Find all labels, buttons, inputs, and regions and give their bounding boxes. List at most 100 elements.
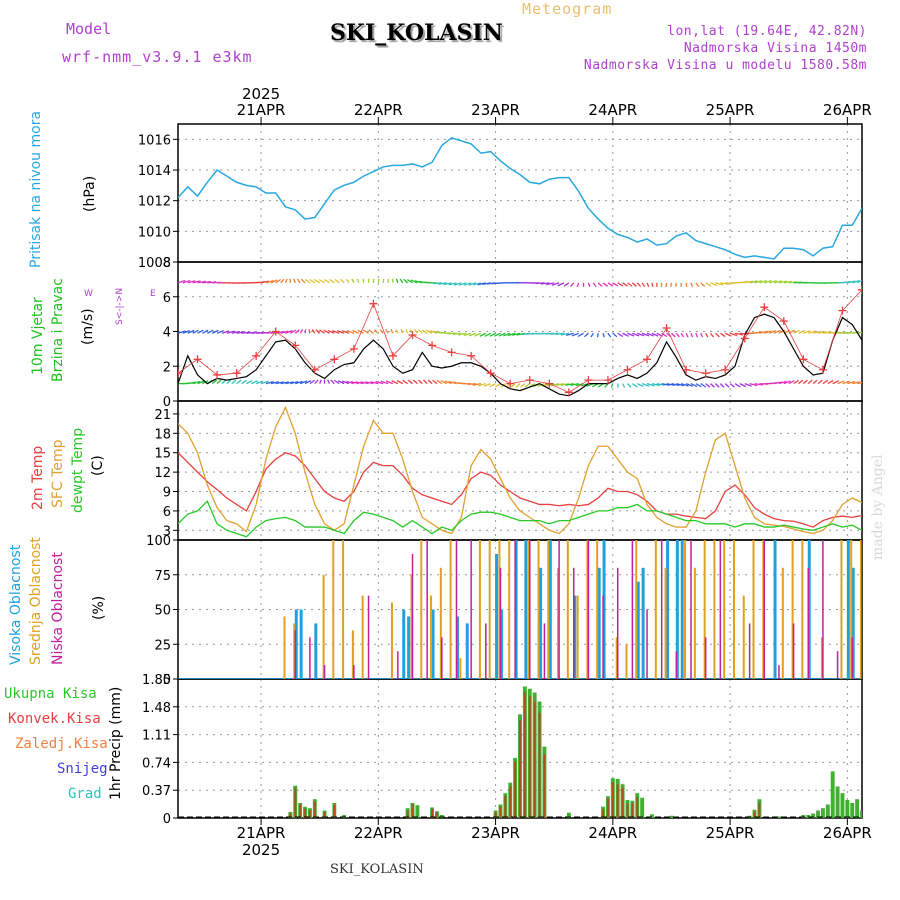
precip-snow-label: Snijeg	[57, 761, 108, 777]
wind-barb	[270, 279, 278, 284]
bottom-day-label: 23APR	[471, 824, 520, 842]
wind-barb	[545, 282, 555, 286]
wind-barb	[251, 380, 258, 385]
precip-conv-bar	[406, 810, 409, 818]
wind-barb	[299, 380, 308, 385]
wind-barb	[641, 332, 650, 337]
wind-barb	[560, 332, 569, 336]
temp-dew-line	[178, 500, 862, 538]
precip-conv-bar	[304, 808, 307, 818]
cloud-mid-bar	[654, 540, 657, 679]
wind-barb	[557, 282, 565, 287]
wind-barb	[675, 332, 680, 338]
wind-barb	[705, 282, 712, 287]
wind-barb	[265, 279, 274, 284]
wind-barb	[778, 380, 787, 385]
precip-conv-bar	[289, 813, 292, 818]
wind-barb	[783, 280, 793, 284]
cloud-mid-bar	[801, 540, 804, 679]
wind-barb	[685, 282, 688, 287]
pressure-ytick-label: 1010	[138, 225, 171, 240]
wind-gust-marker	[701, 369, 710, 378]
wind-barb	[681, 383, 689, 387]
wind-barb	[182, 279, 191, 284]
wind-barb	[479, 332, 487, 337]
wind-gust-marker	[291, 341, 300, 350]
compass-west: W	[84, 289, 93, 299]
wind-barb	[427, 379, 433, 385]
wind-barb	[453, 282, 462, 286]
cloud-high-bar	[299, 609, 303, 679]
wind-barb	[468, 282, 477, 286]
wind-barb	[576, 282, 580, 288]
cloud-mid-bar	[576, 595, 579, 679]
wind-barb	[700, 282, 706, 287]
wind-barb	[373, 329, 379, 334]
cloud-mid-bar	[361, 595, 364, 679]
wind-barb	[607, 332, 612, 338]
cloud-mid-bar	[557, 567, 560, 679]
wind-barb	[379, 329, 384, 334]
wind-barb	[793, 379, 799, 385]
wind-barb	[802, 379, 808, 385]
wind-barb	[296, 278, 301, 284]
precip-ytick-label: 1.11	[142, 729, 171, 744]
bottom-station-label: SKI_KOLASIN	[330, 862, 424, 877]
cloud-mid-bar	[840, 540, 843, 679]
temp-ytick-label: 6	[163, 505, 171, 520]
wind-barb	[612, 332, 618, 338]
meteogram-label: Meteogram	[522, 0, 613, 18]
wind-barb	[187, 381, 197, 385]
wind-barb	[563, 282, 570, 287]
wind-barb	[405, 329, 409, 334]
cloud-mid-bar	[586, 540, 589, 679]
precip-conv-bar	[509, 786, 512, 818]
wind-barb	[788, 281, 798, 284]
wind-barb	[565, 382, 574, 386]
wind-barb	[570, 382, 579, 387]
wind-barb	[622, 332, 629, 337]
cloud-low-bar	[397, 651, 399, 679]
wind-barb	[478, 383, 486, 387]
wind-barb	[463, 332, 472, 337]
precip-total-bar	[776, 816, 781, 818]
wind-barb	[665, 282, 668, 287]
wind-barb	[512, 332, 521, 336]
wind-barb	[856, 279, 862, 284]
cloud-high-bar	[455, 616, 459, 679]
wind-barb	[832, 380, 840, 385]
precip-conv-bar	[299, 804, 302, 818]
wind-barb	[685, 332, 689, 338]
wind-barb	[323, 329, 330, 334]
wind-barb	[768, 280, 777, 284]
cloud-mid-bar	[478, 540, 481, 679]
wind-barb	[700, 383, 706, 388]
wind-barb	[391, 380, 399, 385]
wind-barb	[724, 383, 730, 388]
precip-conv-bar	[538, 712, 541, 818]
wind-barb	[817, 379, 823, 385]
wind-barb	[710, 383, 715, 388]
top-day-label: 22APR	[354, 101, 403, 119]
precip-conv-bar	[621, 787, 624, 818]
cloud-mid-bar	[684, 540, 687, 679]
wind-barb	[362, 329, 369, 334]
wind-barb	[555, 332, 565, 336]
cloud-mid-bar	[537, 540, 540, 679]
cloud-high-bar	[597, 567, 601, 679]
wind-barb	[300, 278, 306, 284]
wind-barb	[337, 380, 345, 385]
cloud-mid-bar	[390, 602, 393, 679]
cloud-mid-bar	[820, 637, 823, 679]
cloud-high-bar	[851, 567, 855, 679]
wind-barb	[695, 333, 699, 338]
wind-barb	[216, 379, 222, 385]
temp-sfc-line	[178, 405, 862, 535]
wind-barb	[463, 282, 472, 286]
wind-gust-marker	[506, 379, 515, 388]
wind-barb	[651, 332, 659, 337]
cloud-mid-bar	[742, 595, 745, 679]
precip-conv-bar	[504, 795, 507, 818]
cloud-low-bar	[602, 595, 604, 679]
wind-barb	[332, 330, 340, 334]
